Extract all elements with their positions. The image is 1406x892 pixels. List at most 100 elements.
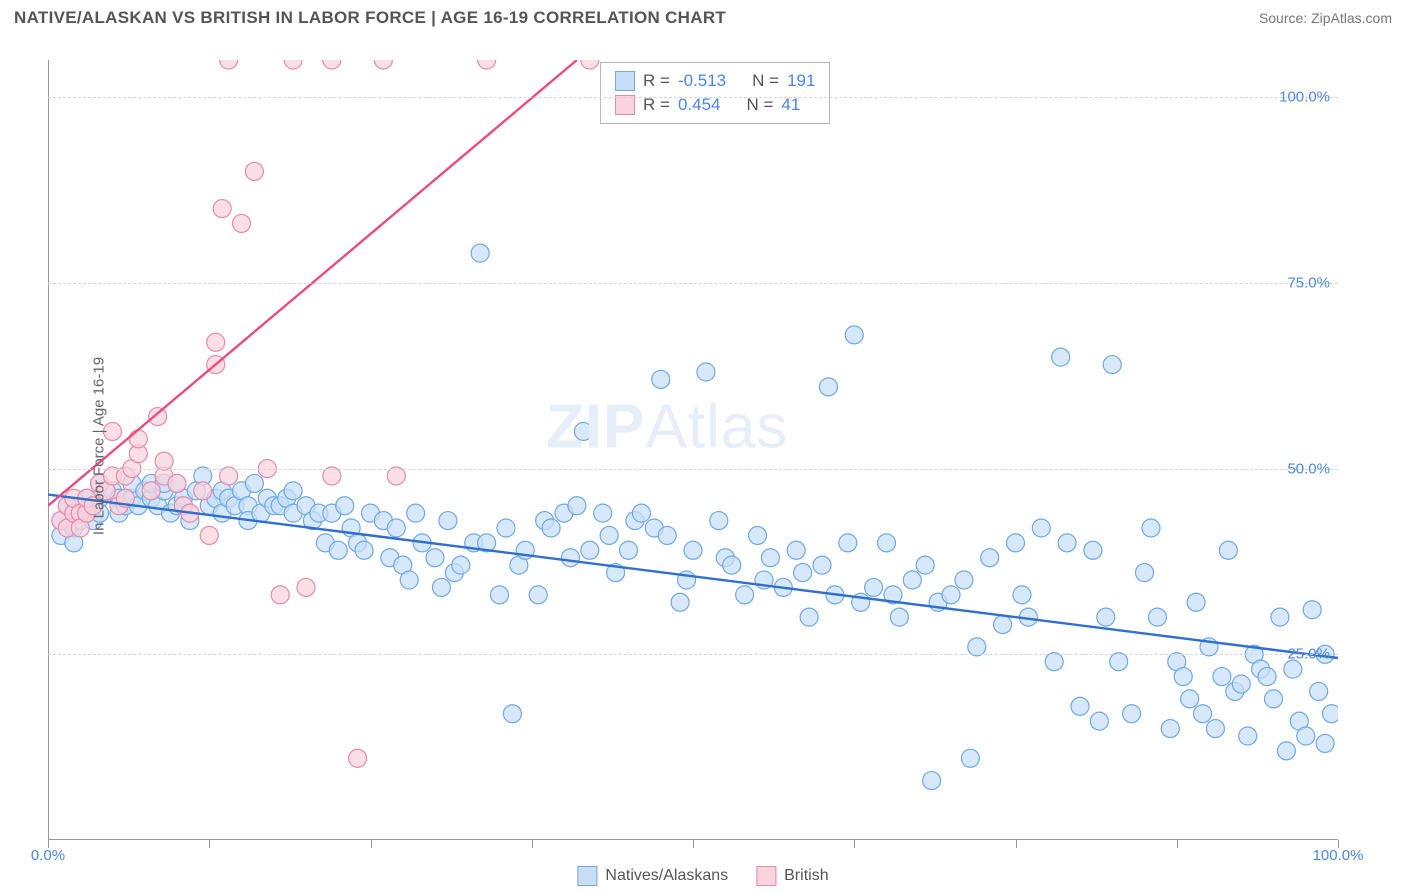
data-point xyxy=(271,586,289,604)
data-point xyxy=(890,608,908,626)
data-point xyxy=(207,333,225,351)
legend-item: British xyxy=(756,866,828,886)
legend-swatch xyxy=(756,866,776,886)
chart-title: NATIVE/ALASKAN VS BRITISH IN LABOR FORCE… xyxy=(14,8,726,28)
data-point xyxy=(620,541,638,559)
data-point xyxy=(1097,608,1115,626)
data-point xyxy=(658,526,676,544)
data-point xyxy=(407,504,425,522)
stat-n-value: 191 xyxy=(787,71,815,91)
data-point xyxy=(839,534,857,552)
stat-r-value: -0.513 xyxy=(678,71,726,91)
data-point xyxy=(336,497,354,515)
data-point xyxy=(1323,705,1338,723)
data-point xyxy=(671,593,689,611)
y-tick-label: 75.0% xyxy=(1287,274,1330,291)
data-point xyxy=(129,430,147,448)
legend-item: Natives/Alaskans xyxy=(577,866,728,886)
data-point xyxy=(1232,675,1250,693)
data-point xyxy=(1219,541,1237,559)
data-point xyxy=(1110,653,1128,671)
legend-label: Natives/Alaskans xyxy=(605,867,728,885)
data-point xyxy=(491,586,509,604)
data-point xyxy=(200,526,218,544)
data-point xyxy=(297,578,315,596)
data-point xyxy=(955,571,973,589)
data-point xyxy=(1058,534,1076,552)
data-point xyxy=(568,497,586,515)
data-point xyxy=(168,474,186,492)
legend-label: British xyxy=(784,867,828,885)
data-point xyxy=(916,556,934,574)
data-point xyxy=(432,578,450,596)
data-point xyxy=(478,60,496,69)
data-point xyxy=(697,363,715,381)
data-point xyxy=(284,482,302,500)
data-point xyxy=(574,422,592,440)
plot-area: ZIPAtlas R =-0.513N =191R =0.454N =41 25… xyxy=(48,60,1338,840)
data-point xyxy=(1123,705,1141,723)
data-point xyxy=(329,541,347,559)
data-point xyxy=(710,512,728,530)
data-point xyxy=(245,474,263,492)
data-point xyxy=(387,467,405,485)
chart-source: Source: ZipAtlas.com xyxy=(1259,10,1392,26)
stats-box: R =-0.513N =191R =0.454N =41 xyxy=(600,62,830,124)
x-tick-mark xyxy=(693,840,694,848)
data-point xyxy=(736,586,754,604)
data-point xyxy=(1007,534,1025,552)
x-tick-mark xyxy=(1016,840,1017,848)
x-tick-mark xyxy=(371,840,372,848)
chart-header: NATIVE/ALASKAN VS BRITISH IN LABOR FORCE… xyxy=(0,0,1406,32)
legend: Natives/Alaskans British xyxy=(577,866,828,886)
y-tick-label: 25.0% xyxy=(1287,646,1330,663)
data-point xyxy=(1187,593,1205,611)
data-point xyxy=(220,60,238,69)
data-point xyxy=(1181,690,1199,708)
series-swatch xyxy=(615,71,635,91)
data-point xyxy=(581,60,599,69)
data-point xyxy=(1032,519,1050,537)
data-point xyxy=(994,616,1012,634)
data-point xyxy=(1310,682,1328,700)
data-point xyxy=(233,214,251,232)
data-point xyxy=(1239,727,1257,745)
data-point xyxy=(561,549,579,567)
x-tick-label: 100.0% xyxy=(1313,847,1364,864)
data-point xyxy=(942,586,960,604)
data-point xyxy=(374,60,392,69)
data-point xyxy=(1277,742,1295,760)
data-point xyxy=(787,541,805,559)
data-point xyxy=(961,749,979,767)
data-point xyxy=(1052,348,1070,366)
data-point xyxy=(1071,697,1089,715)
data-point xyxy=(749,526,767,544)
data-point xyxy=(1090,712,1108,730)
data-point xyxy=(471,244,489,262)
x-tick-mark xyxy=(209,840,210,848)
data-point xyxy=(284,60,302,69)
data-point xyxy=(1161,720,1179,738)
data-point xyxy=(155,452,173,470)
data-point xyxy=(1316,734,1334,752)
data-point xyxy=(1271,608,1289,626)
y-tick-label: 50.0% xyxy=(1287,460,1330,477)
data-point xyxy=(581,541,599,559)
data-point xyxy=(1265,690,1283,708)
data-point xyxy=(220,467,238,485)
data-point xyxy=(503,705,521,723)
data-point xyxy=(452,556,470,574)
data-point xyxy=(1303,601,1321,619)
data-point xyxy=(652,370,670,388)
data-point xyxy=(981,549,999,567)
stat-r-label: R = xyxy=(643,71,670,91)
data-point xyxy=(1206,720,1224,738)
data-point xyxy=(213,200,231,218)
data-point xyxy=(142,482,160,500)
data-point xyxy=(1142,519,1160,537)
data-point xyxy=(723,556,741,574)
data-point xyxy=(903,571,921,589)
gridline xyxy=(48,654,1338,655)
data-point xyxy=(529,586,547,604)
x-tick-mark xyxy=(1177,840,1178,848)
